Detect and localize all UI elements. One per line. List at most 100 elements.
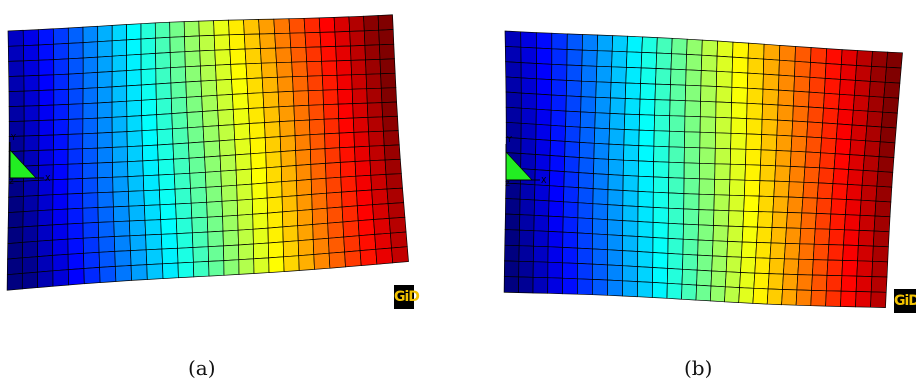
mesh-element xyxy=(577,202,594,220)
mesh-element xyxy=(577,232,593,250)
mesh-element xyxy=(52,208,69,226)
mesh-element xyxy=(745,148,762,166)
mesh-element xyxy=(155,36,171,54)
mesh-element xyxy=(652,237,669,254)
mesh-element xyxy=(622,250,639,267)
mesh-element xyxy=(833,153,851,170)
mesh-element xyxy=(752,287,769,305)
mesh-element xyxy=(282,210,299,228)
mesh-element xyxy=(156,128,174,146)
mesh-element xyxy=(870,291,887,308)
mesh-element xyxy=(364,44,381,61)
mesh-element xyxy=(746,118,763,135)
mesh-element xyxy=(823,92,840,110)
mesh-element xyxy=(294,119,311,136)
mesh-element xyxy=(744,179,761,197)
mesh-element xyxy=(111,100,128,118)
mesh-element xyxy=(367,116,384,133)
mesh-element xyxy=(682,238,699,256)
mesh-element xyxy=(67,268,85,286)
mesh-element xyxy=(824,78,841,95)
mesh-element xyxy=(207,230,224,248)
mesh-element xyxy=(97,147,113,164)
mesh-element xyxy=(550,94,567,112)
mesh-element xyxy=(667,253,684,270)
mesh-element xyxy=(859,199,877,217)
mesh-element xyxy=(640,67,657,85)
mesh-element xyxy=(82,25,99,43)
mesh-element xyxy=(213,19,230,36)
mesh-element xyxy=(324,147,341,164)
mesh-element xyxy=(127,175,145,192)
mesh-element xyxy=(321,74,338,91)
mesh-element xyxy=(564,125,581,143)
mesh-element xyxy=(112,191,130,208)
panel-b: Y X Z xyxy=(500,0,916,310)
mesh-element xyxy=(641,36,658,54)
mesh-element xyxy=(229,48,247,65)
mesh-element xyxy=(141,129,158,147)
mesh-element xyxy=(639,98,656,116)
mesh-element xyxy=(700,70,718,87)
mesh-element xyxy=(97,132,113,149)
mesh-element xyxy=(535,108,552,126)
mesh-element xyxy=(7,211,24,229)
mesh-element xyxy=(6,273,23,291)
mesh-element xyxy=(654,99,671,117)
mesh-element xyxy=(595,65,612,83)
mesh-element xyxy=(82,162,98,179)
mesh-element xyxy=(773,180,790,198)
mesh-element xyxy=(141,114,158,132)
mesh-element xyxy=(607,279,623,297)
mesh-element xyxy=(731,56,749,74)
mesh-element xyxy=(810,290,827,307)
mesh-element xyxy=(112,161,129,178)
mesh-element xyxy=(667,238,684,255)
mesh-element xyxy=(390,231,408,249)
mesh-element xyxy=(652,252,669,269)
mesh-element xyxy=(818,167,835,184)
mesh-element xyxy=(38,89,55,106)
mesh-element xyxy=(22,195,39,212)
mesh-element xyxy=(593,127,610,145)
mesh-element xyxy=(97,221,115,238)
mesh-element xyxy=(622,280,638,298)
mesh-element xyxy=(221,184,238,202)
mesh-element xyxy=(171,112,189,130)
mesh-element xyxy=(669,115,686,133)
mesh-element xyxy=(82,192,99,209)
mesh-element xyxy=(826,259,843,277)
mesh-element xyxy=(370,174,388,191)
mesh-element xyxy=(609,97,626,115)
mesh-element xyxy=(824,63,842,80)
mesh-element xyxy=(848,154,865,171)
mesh-element xyxy=(781,289,798,306)
mesh-element xyxy=(375,247,394,265)
mesh-element xyxy=(872,230,890,248)
mesh-element xyxy=(289,32,307,49)
mesh-element xyxy=(869,66,887,83)
mesh-element xyxy=(872,245,889,263)
mesh-element xyxy=(747,57,765,75)
mesh-element xyxy=(97,176,114,194)
mesh-element xyxy=(779,45,796,62)
mesh-element xyxy=(82,117,98,135)
mesh-element xyxy=(111,70,128,88)
mesh-element xyxy=(7,226,24,244)
mesh-element xyxy=(755,242,772,259)
mesh-element xyxy=(262,91,280,108)
mesh-element xyxy=(67,252,85,270)
mesh-element xyxy=(22,240,39,259)
mesh-element xyxy=(566,33,583,51)
mesh-element xyxy=(67,26,84,44)
mesh-element xyxy=(607,219,624,236)
mesh-element xyxy=(518,229,535,247)
mesh-element xyxy=(825,290,842,307)
mesh-element xyxy=(175,217,193,234)
mesh-element xyxy=(126,23,142,41)
mesh-element xyxy=(726,241,743,258)
mesh-element xyxy=(801,197,818,214)
mesh-element xyxy=(788,181,805,198)
mesh-element xyxy=(157,143,174,161)
mesh-element xyxy=(334,31,351,47)
